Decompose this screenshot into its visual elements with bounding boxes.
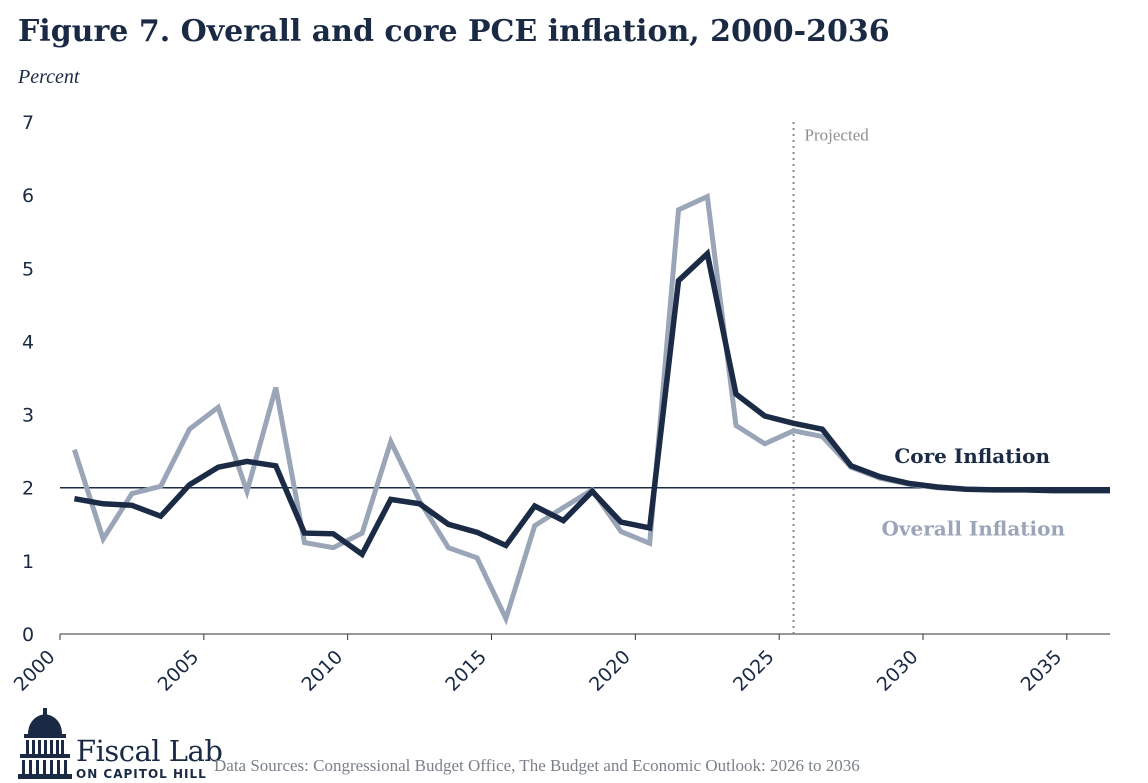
legend-overall-inflation: Overall Inflation bbox=[881, 516, 1065, 540]
logo-name: Fiscal Lab bbox=[76, 734, 223, 768]
y-tick-label: 6 bbox=[22, 185, 34, 207]
y-tick-label: 2 bbox=[22, 478, 34, 500]
line-chart: 0 1 2 3 4 5 6 7 2000 2005 2010 2015 2020 2025 2030 203… bbox=[10, 112, 1110, 696]
footer: Fiscal Lab ON CAPITOL HILL Data Sources:… bbox=[0, 700, 1148, 783]
series-line-core-inflation bbox=[73, 248, 1110, 559]
y-tick-label: 3 bbox=[22, 405, 34, 427]
x-tick-label: 2030 bbox=[873, 646, 923, 696]
x-tick-label: 2035 bbox=[1017, 646, 1067, 696]
x-tick-label: 2000 bbox=[10, 646, 60, 696]
y-axis-ticks: 0 1 2 3 4 5 6 7 bbox=[22, 112, 34, 646]
logo-subtitle: ON CAPITOL HILL bbox=[76, 767, 207, 781]
x-axis-ticks: 2000 2005 2010 2015 2020 2025 2030 2035 bbox=[10, 634, 1068, 696]
y-tick-label: 7 bbox=[22, 112, 34, 134]
series-lines bbox=[72, 192, 1110, 626]
chart-title: Figure 7. Overall and core PCE inflation… bbox=[18, 14, 890, 49]
projected-label: Projected bbox=[805, 125, 870, 144]
y-tick-label: 5 bbox=[22, 258, 34, 280]
y-tick-label: 0 bbox=[22, 624, 34, 646]
x-tick-label: 2010 bbox=[297, 646, 347, 696]
data-source-note: Data Sources: Congressional Budget Offic… bbox=[214, 756, 860, 775]
x-tick-label: 2025 bbox=[729, 646, 779, 696]
capitol-dome-icon bbox=[18, 708, 72, 779]
y-tick-label: 1 bbox=[22, 551, 34, 573]
x-tick-label: 2020 bbox=[585, 646, 635, 696]
series-line-overall-inflation bbox=[72, 192, 1110, 626]
x-tick-label: 2015 bbox=[441, 646, 491, 696]
legend-core-inflation: Core Inflation bbox=[894, 444, 1050, 468]
y-tick-label: 4 bbox=[22, 331, 34, 353]
y-axis-unit-label: Percent bbox=[18, 66, 80, 88]
x-tick-label: 2005 bbox=[154, 646, 204, 696]
